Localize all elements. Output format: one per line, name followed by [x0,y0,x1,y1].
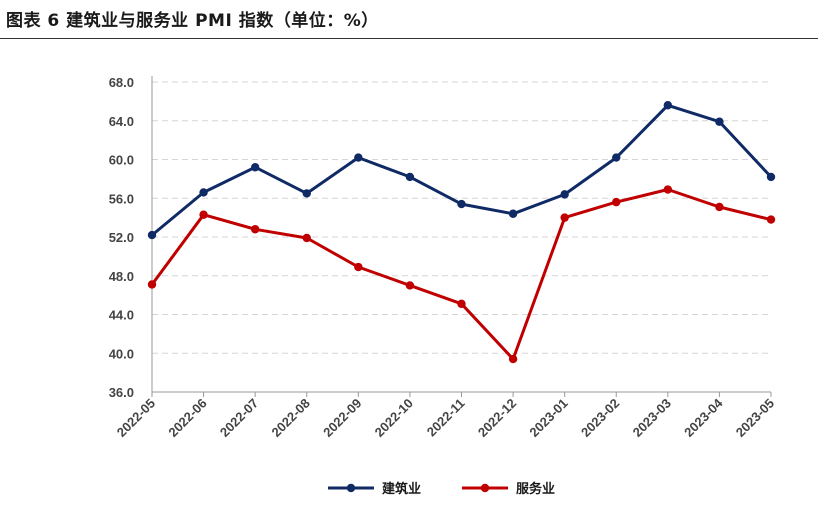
y-tick-label: 36.0 [109,385,134,400]
data-point [354,153,363,162]
x-tick-label: 2023-02 [578,396,622,440]
series-line-0 [150,103,773,237]
y-tick-label: 64.0 [109,114,134,129]
data-point [560,213,569,222]
x-tick-label: 2022-05 [114,396,158,440]
x-tick-label: 2023-04 [681,395,726,440]
legend-marker-1 [480,483,490,493]
title-divider [0,38,818,39]
chart-title: 图表 6 建筑业与服务业 PMI 指数（单位：%） [6,11,379,31]
x-tick-labels: 2022-05 2022-06 2022-07 2022-08 2022-09 2022-… [114,395,777,440]
data-point [663,185,673,194]
y-tick-label: 40.0 [109,346,134,361]
data-point [766,215,776,224]
x-tick-label: 2022-11 [424,396,468,440]
y-tick-label: 60.0 [109,153,134,168]
x-tick-label: 2022-06 [165,396,209,440]
data-point [302,233,311,243]
x-tick-label: 2023-01 [526,396,570,440]
x-tick-label: 2023-03 [630,396,674,440]
x-tick-label: 2022-07 [217,396,261,440]
data-point [663,101,673,110]
data-point [560,190,569,199]
data-point [766,172,776,182]
data-point [199,188,208,197]
data-point [199,210,208,219]
y-tick-labels: 36.0 40.0 44.0 48.0 52.0 56.0 60.0 64.0 68.0 [109,75,134,400]
legend-marker-0 [346,483,356,493]
x-tick-label: 2022-09 [320,396,364,440]
data-point [612,153,621,162]
data-point [250,225,260,234]
data-point [715,117,724,126]
x-tick-label: 2022-12 [475,396,519,440]
data-point [302,189,311,198]
y-tick-label: 56.0 [109,191,134,206]
data-point [405,172,415,182]
y-tick-label: 44.0 [109,308,134,323]
x-tick-label: 2022-10 [372,396,416,440]
legend: 建筑业 服务业 [328,481,555,497]
data-point [354,262,363,272]
y-tick-label: 52.0 [109,230,134,245]
grid-lines [152,81,771,354]
data-point [147,230,157,240]
x-tick-label: 2022-08 [269,396,313,440]
data-point [147,280,157,289]
legend-label-1: 服务业 [516,481,555,497]
series-group [147,101,776,364]
x-tick-label: 2023-05 [733,396,777,440]
legend-label-0: 建筑业 [382,481,421,497]
series-line-1 [150,188,773,361]
data-point [457,199,466,209]
data-point [405,281,415,290]
data-point [508,354,518,364]
data-point [250,163,260,172]
data-point [612,197,621,207]
data-point [508,209,518,218]
y-tick-label: 68.0 [109,75,134,90]
data-point [457,299,466,309]
y-tick-label: 48.0 [109,269,134,284]
data-point [715,202,724,212]
